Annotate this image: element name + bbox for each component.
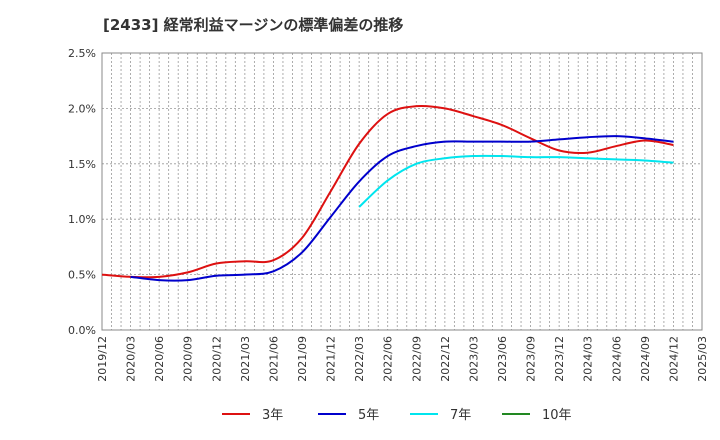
x-tick-label: 2022/09 — [410, 336, 423, 382]
grid-lines — [102, 53, 702, 330]
series-line-2 — [358, 154, 674, 208]
x-tick-label: 2020/12 — [210, 336, 223, 382]
x-tick-label: 2020/09 — [182, 336, 195, 382]
legend-label-0: 3年 — [262, 408, 283, 423]
x-tick-label: 2023/12 — [553, 336, 566, 382]
x-tick-label: 2021/06 — [267, 336, 280, 382]
y-tick-label: 0.5% — [68, 269, 96, 282]
y-tick-label: 2.5% — [68, 47, 96, 60]
x-tick-label: 2022/06 — [382, 336, 395, 382]
y-tick-label: 0.0% — [68, 324, 96, 337]
plot-frame — [101, 52, 703, 331]
x-tick-label: 2022/03 — [353, 336, 366, 382]
legend-label-2: 7年 — [450, 408, 471, 423]
x-tick-label: 2023/09 — [525, 336, 538, 382]
series-lines — [101, 104, 674, 282]
x-axis: 2019/12 2020/03 2020/06 2020/09 2020/12 2021/… — [96, 336, 709, 382]
x-tick-label: 2025/03 — [696, 336, 709, 382]
x-tick-label: 2020/06 — [153, 336, 166, 382]
x-tick-label: 2020/03 — [125, 336, 138, 382]
legend-label-1: 5年 — [358, 408, 379, 423]
series-line-0 — [101, 104, 674, 279]
x-tick-label: 2022/12 — [439, 336, 452, 382]
y-tick-label: 1.0% — [68, 213, 96, 226]
x-tick-label: 2024/12 — [667, 336, 680, 382]
legend-label-3: 10年 — [542, 408, 572, 423]
y-axis: 0.0% 0.5% 1.0% 1.5% 2.0% 2.5% — [68, 47, 96, 337]
x-tick-label: 2019/12 — [96, 336, 109, 382]
x-tick-label: 2024/09 — [639, 336, 652, 382]
y-tick-label: 1.5% — [68, 158, 96, 171]
x-tick-label: 2023/03 — [467, 336, 480, 382]
x-tick-label: 2021/03 — [239, 336, 252, 382]
legend: 3年 5年 7年 10年 — [222, 408, 572, 423]
x-tick-label: 2023/06 — [496, 336, 509, 382]
y-tick-label: 2.0% — [68, 102, 96, 115]
series-line-1 — [130, 135, 674, 282]
x-tick-label: 2021/09 — [296, 336, 309, 382]
x-tick-label: 2021/12 — [325, 336, 338, 382]
chart-title: [2433] 経常利益マージンの標準偏差の推移 — [103, 16, 404, 34]
x-tick-label: 2024/03 — [582, 336, 595, 382]
x-tick-label: 2024/06 — [610, 336, 623, 382]
